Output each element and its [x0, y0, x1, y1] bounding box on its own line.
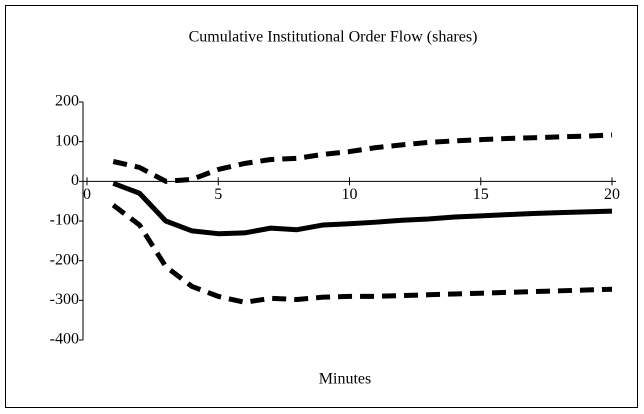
x-tick-label: 0 [83, 186, 91, 203]
y-tick-label: -100 [50, 212, 79, 229]
y-tick-label: -200 [50, 251, 79, 268]
y-tick-label: -300 [50, 291, 79, 308]
chart-border [5, 5, 638, 408]
line-series [111, 203, 613, 305]
y-tick-label: 0 [71, 172, 79, 189]
line-series [112, 132, 613, 184]
x-tick-label: 10 [342, 186, 358, 203]
chart-title: Cumulative Institutional Order Flow (sha… [189, 29, 478, 46]
line-series [112, 180, 613, 237]
x-axis-label: Minutes [319, 371, 371, 388]
x-tick-label: 15 [473, 186, 489, 203]
y-tick-label: 200 [55, 93, 79, 110]
x-tick-label: 5 [214, 186, 222, 203]
y-tick-label: 100 [55, 132, 79, 149]
y-tick-label: -400 [50, 331, 79, 348]
x-tick-label: 20 [604, 186, 620, 203]
